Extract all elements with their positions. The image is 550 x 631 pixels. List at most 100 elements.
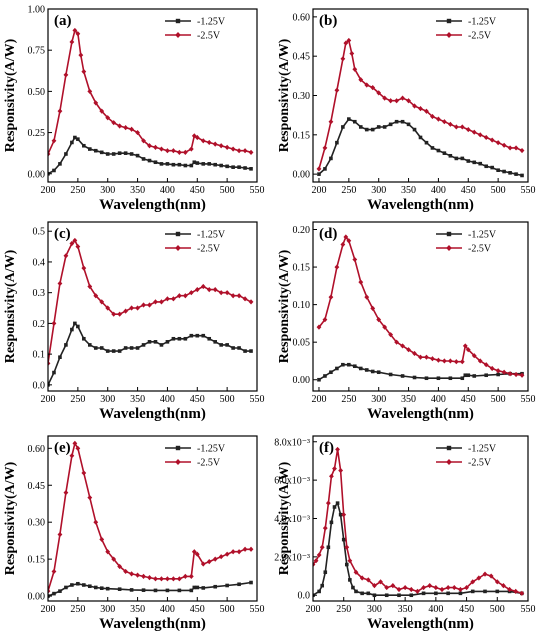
data-point [117, 311, 123, 317]
data-point [99, 108, 105, 114]
series-group [317, 117, 524, 178]
data-point [194, 134, 200, 141]
series-line [318, 39, 523, 170]
data-point [340, 241, 346, 248]
data-point [237, 346, 241, 350]
x-tick-label: 450 [461, 185, 476, 196]
x-axis-label: Wavelength(nm) [367, 197, 474, 213]
y-axis-label: Responsivity(A/W) [3, 461, 18, 575]
data-point [224, 551, 230, 557]
data-point [352, 256, 358, 263]
data-point [465, 347, 471, 353]
data-point [471, 353, 477, 359]
data-point [466, 373, 471, 378]
data-point [313, 561, 316, 568]
data-point [159, 343, 164, 347]
data-point [471, 129, 477, 135]
legend-label: -2.5V [197, 458, 221, 469]
legend-marker [175, 245, 181, 251]
data-point [105, 152, 110, 156]
series-group [48, 321, 253, 387]
data-point [483, 362, 489, 368]
y-tick-label: 8.0x10⁻³ [274, 437, 310, 448]
legend-label: -2.5V [197, 31, 221, 42]
data-point [402, 584, 408, 591]
legend-marker [446, 459, 452, 465]
data-point [243, 349, 247, 353]
data-point [93, 346, 98, 350]
data-point [76, 137, 80, 141]
data-point [421, 584, 426, 591]
data-point [206, 139, 212, 146]
series-group [316, 37, 525, 172]
data-point [165, 148, 170, 154]
data-point [364, 368, 369, 372]
x-tick-label: 250 [341, 394, 356, 405]
data-point [195, 333, 200, 338]
data-point [153, 576, 158, 582]
data-point [147, 302, 152, 308]
data-point [194, 551, 200, 557]
data-point [237, 582, 241, 587]
data-point [201, 162, 206, 166]
data-point [317, 172, 321, 176]
data-point [242, 546, 248, 552]
data-point [346, 238, 352, 244]
data-point [507, 586, 512, 593]
data-point [343, 40, 349, 46]
x-tick-label: 200 [41, 185, 56, 196]
data-point [412, 375, 417, 380]
data-point [57, 280, 63, 287]
legend-label: -1.25V [468, 444, 497, 455]
data-point [206, 287, 212, 293]
x-axis-label: Wavelength(nm) [367, 406, 474, 422]
x-tick-label: 400 [431, 394, 446, 405]
data-point [219, 163, 223, 168]
data-point [323, 167, 327, 171]
data-point [249, 349, 253, 353]
data-point [489, 137, 495, 143]
data-point [358, 279, 364, 285]
data-point [347, 558, 353, 564]
data-point [64, 343, 68, 347]
x-tick-label: 350 [398, 604, 413, 615]
x-tick-label: 350 [401, 185, 416, 196]
data-point [388, 372, 393, 377]
data-point [322, 317, 328, 323]
legend: -1.25V -2.5V [165, 444, 226, 469]
x-tick-label: 500 [220, 604, 235, 615]
data-point [458, 591, 463, 596]
data-point [248, 149, 254, 155]
data-point [482, 571, 488, 577]
data-point [171, 296, 176, 302]
data-point [195, 585, 200, 590]
data-point [340, 56, 346, 62]
data-point [51, 138, 57, 144]
y-axis-label: Responsivity(A/W) [3, 249, 18, 363]
data-point [406, 347, 411, 353]
x-tick-label: 250 [70, 604, 85, 615]
data-point [483, 589, 487, 594]
x-tick-label: 300 [367, 604, 382, 615]
data-point [182, 573, 188, 579]
data-point [129, 571, 134, 577]
data-point [191, 549, 197, 555]
data-point [334, 264, 340, 270]
data-point [351, 585, 355, 590]
data-point [376, 317, 382, 323]
data-point [372, 593, 377, 598]
data-point [58, 162, 62, 166]
data-point [441, 119, 447, 125]
data-point [212, 556, 218, 562]
data-point [329, 473, 334, 479]
data-point [123, 125, 129, 131]
data-point [364, 82, 370, 88]
data-point [472, 374, 477, 378]
data-point [441, 358, 447, 364]
y-tick-label: 0.30 [28, 518, 46, 529]
data-point [358, 77, 364, 83]
data-point [519, 590, 525, 596]
data-point [477, 358, 483, 364]
data-point [87, 283, 93, 290]
data-point [176, 576, 182, 582]
